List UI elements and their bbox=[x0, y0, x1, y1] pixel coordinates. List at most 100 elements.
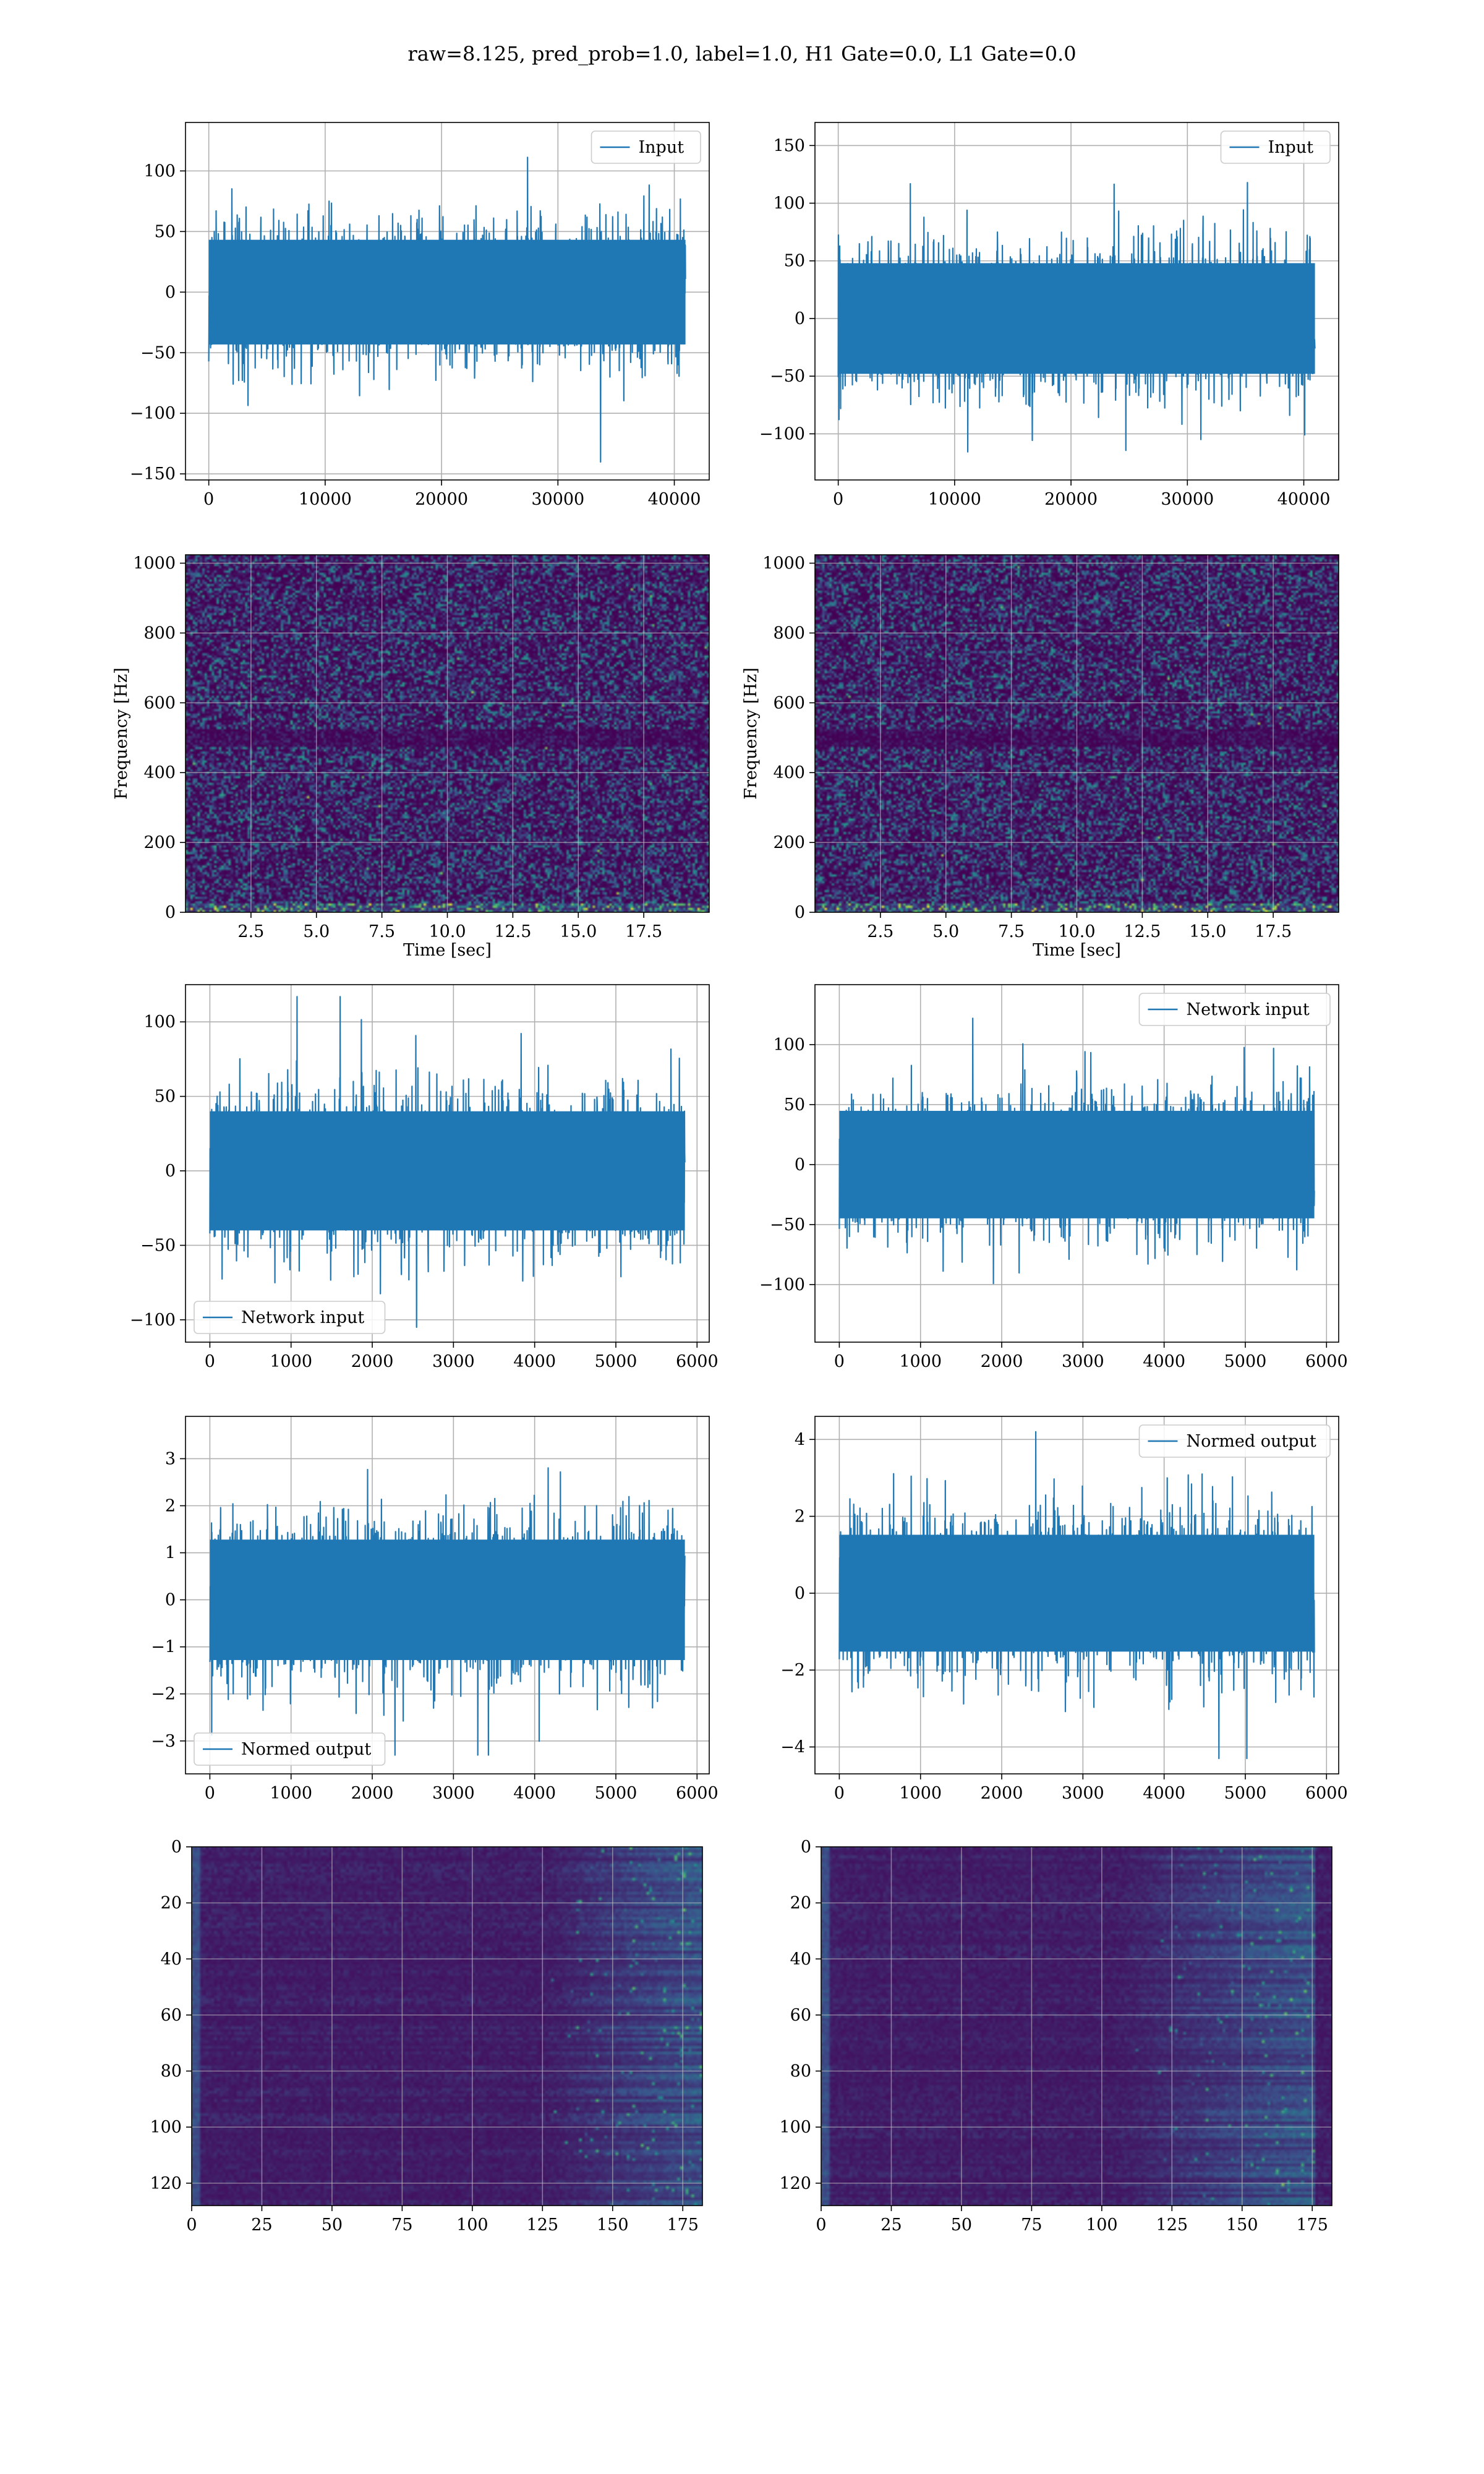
y-tick-label: −150 bbox=[130, 464, 176, 484]
x-tick-label: 17.5 bbox=[625, 922, 662, 941]
y-tick-label: −100 bbox=[130, 1311, 176, 1330]
h1-network-input-legend: Network input bbox=[194, 1301, 386, 1334]
x-tick-label: 4000 bbox=[513, 1784, 556, 1803]
y-tick-label: 600 bbox=[143, 693, 176, 713]
l1-feature-map-panel: 0 25 50 75 100 125 150 175 0 20 40 60 80 100 120 bbox=[779, 1838, 1333, 2235]
y-tick-label: 60 bbox=[161, 2006, 182, 2025]
x-tick-label: 50 bbox=[951, 2215, 972, 2235]
y-tick-label: −50 bbox=[770, 1215, 805, 1235]
x-tick-label: 10.0 bbox=[429, 922, 466, 941]
legend-label: Input bbox=[639, 138, 684, 157]
l1-network-input-plot-area bbox=[815, 985, 1339, 1342]
y-tick-label: −2 bbox=[780, 1661, 805, 1680]
l1-input-panel: 0 10000 20000 30000 40000 −100 −50 0 50 100 150 Inp… bbox=[759, 122, 1339, 509]
x-tick-label: 12.5 bbox=[1124, 922, 1161, 941]
y-tick-label: 120 bbox=[779, 2174, 811, 2193]
x-tick-label: 3000 bbox=[1062, 1352, 1104, 1371]
h1-spectrogram-panel: 2.5 5.0 7.5 10.0 12.5 15.0 17.5 0 200 400 600 800 10… bbox=[112, 554, 710, 960]
l1-normed-output-panel: 0 1000 2000 3000 4000 5000 6000 −4 −2 0 2 4 Normed o… bbox=[780, 1416, 1348, 1803]
x-tick-label: 125 bbox=[1156, 2215, 1188, 2235]
l1-spectrogram-panel: 2.5 5.0 7.5 10.0 12.5 15.0 17.5 0 200 400 600 800 10… bbox=[741, 554, 1339, 960]
y-tick-label: 50 bbox=[784, 1095, 805, 1115]
y-tick-label: 40 bbox=[790, 1950, 811, 1969]
x-tick-label: 6000 bbox=[676, 1352, 719, 1371]
y-tick-label: −50 bbox=[770, 367, 805, 386]
x-tick-label: 3000 bbox=[432, 1784, 475, 1803]
l1-input-legend: Input bbox=[1220, 131, 1331, 164]
y-tick-label: −100 bbox=[130, 404, 176, 423]
y-tick-label: 100 bbox=[773, 1035, 805, 1055]
x-tick-label: 1000 bbox=[899, 1352, 942, 1371]
x-tick-label: 20000 bbox=[1044, 490, 1098, 509]
h1-network-input-plot-area bbox=[186, 985, 709, 1342]
l1-normed-output-plot-area bbox=[815, 1416, 1339, 1774]
y-tick-label: −50 bbox=[140, 1236, 176, 1255]
x-tick-label: 4000 bbox=[1143, 1784, 1185, 1803]
h1-input-series-core bbox=[208, 239, 686, 345]
l1-feature-map-plot-area bbox=[821, 1847, 1332, 2206]
x-tick-label: 15.0 bbox=[1189, 922, 1226, 941]
y-tick-label: 1000 bbox=[762, 554, 805, 573]
x-tick-label: 4000 bbox=[513, 1352, 556, 1371]
h1-input-panel: 0 10000 20000 30000 40000 −150 −100 −50 0 50 100 In… bbox=[130, 122, 710, 509]
l1-feature-map-axes-frame bbox=[821, 1846, 1333, 2206]
y-tick-label: 0 bbox=[801, 1838, 811, 1857]
figure-title: raw=8.125, pred_prob=1.0, label=1.0, H1 … bbox=[407, 42, 1077, 66]
h1-network-input-panel: 0 1000 2000 3000 4000 5000 6000 −100 −50 0 50 100 Ne… bbox=[130, 984, 719, 1371]
y-tick-label: −1 bbox=[151, 1638, 176, 1657]
y-tick-label: 100 bbox=[150, 2118, 182, 2137]
h1-normed-output-legend: Normed output bbox=[194, 1732, 386, 1766]
y-tick-label: −4 bbox=[780, 1737, 805, 1757]
y-tick-label: 50 bbox=[784, 252, 805, 271]
y-tick-label: 20 bbox=[790, 1894, 811, 1913]
h1-network-input-axes-frame bbox=[185, 984, 710, 1343]
x-tick-label: 150 bbox=[597, 2215, 629, 2235]
x-tick-label: 17.5 bbox=[1255, 922, 1292, 941]
h1-spectrogram-x-axis-label: Time [sec] bbox=[403, 941, 492, 960]
l1-spectrogram-plot-area bbox=[815, 555, 1339, 912]
y-tick-label: 0 bbox=[165, 903, 176, 922]
y-tick-label: −100 bbox=[759, 1275, 805, 1295]
x-tick-label: 50 bbox=[322, 2215, 343, 2235]
x-tick-label: 100 bbox=[1086, 2215, 1118, 2235]
l1-network-input-series-core bbox=[839, 1111, 1315, 1218]
y-tick-label: 0 bbox=[795, 903, 805, 922]
x-tick-label: 3000 bbox=[1062, 1784, 1104, 1803]
x-tick-label: 40000 bbox=[1277, 490, 1331, 509]
y-tick-label: 800 bbox=[143, 623, 176, 643]
x-tick-label: 175 bbox=[667, 2215, 699, 2235]
y-tick-label: 400 bbox=[143, 763, 176, 782]
l1-spectrogram-x-axis-label: Time [sec] bbox=[1033, 941, 1121, 960]
x-tick-label: 100 bbox=[456, 2215, 488, 2235]
legend-label: Input bbox=[1268, 138, 1314, 157]
y-tick-label: 2 bbox=[165, 1497, 176, 1516]
h1-normed-output-panel: 0 1000 2000 3000 4000 5000 6000 −3 −2 −1 0 1 2 3 Norme… bbox=[151, 1416, 719, 1803]
y-tick-label: 600 bbox=[773, 693, 805, 713]
legend-label: Network input bbox=[241, 1308, 364, 1327]
y-tick-label: 50 bbox=[155, 222, 176, 241]
y-tick-label: 1000 bbox=[133, 554, 176, 573]
x-tick-label: 30000 bbox=[1161, 490, 1214, 509]
h1-normed-output-plot-area bbox=[186, 1416, 709, 1774]
y-tick-label: 2 bbox=[795, 1507, 805, 1526]
l1-normed-output-axes-frame bbox=[814, 1416, 1339, 1774]
x-tick-label: 20000 bbox=[415, 490, 468, 509]
y-tick-label: 20 bbox=[161, 1894, 182, 1913]
x-tick-label: 0 bbox=[186, 2215, 197, 2235]
y-tick-label: 150 bbox=[773, 136, 805, 155]
y-tick-label: 0 bbox=[795, 1584, 805, 1603]
x-tick-label: 0 bbox=[834, 1352, 845, 1371]
y-tick-label: 0 bbox=[165, 283, 176, 302]
y-tick-label: −2 bbox=[151, 1685, 176, 1704]
y-tick-label: 100 bbox=[143, 1012, 176, 1032]
x-tick-label: 5000 bbox=[1224, 1352, 1267, 1371]
h1-feature-map-panel: 0 25 50 75 100 125 150 175 0 20 40 60 80 100 120 bbox=[150, 1838, 703, 2235]
x-tick-label: 1000 bbox=[270, 1352, 312, 1371]
x-tick-label: 175 bbox=[1296, 2215, 1328, 2235]
x-tick-label: 25 bbox=[251, 2215, 272, 2235]
y-tick-label: 400 bbox=[773, 763, 805, 782]
y-tick-label: 80 bbox=[790, 2062, 811, 2081]
x-tick-label: 10.0 bbox=[1058, 922, 1095, 941]
l1-input-series-core bbox=[838, 263, 1315, 374]
